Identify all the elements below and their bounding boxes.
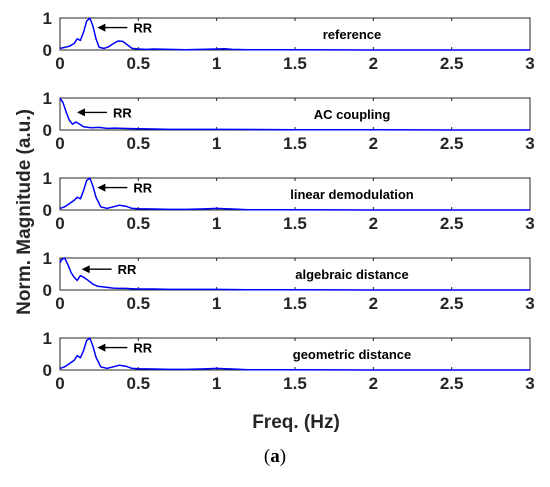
rr-annotation: RR	[76, 105, 132, 120]
x-tick-label: 3	[525, 374, 534, 393]
y-tick-label: 0	[43, 281, 52, 300]
x-tick-label: 1	[212, 54, 221, 73]
x-tick-label: 1.5	[283, 294, 307, 313]
x-tick-label: 1	[212, 294, 221, 313]
y-tick-label: 1	[43, 9, 52, 28]
arrow-head	[97, 183, 106, 192]
spectrum-line	[59, 97, 530, 131]
y-tick-label: 0	[43, 41, 52, 60]
x-tick-label: 2.5	[440, 214, 464, 233]
subplot-4: 0 0.5 1 1.5 2 2.5 3 0 1 algebraic distance RR	[43, 249, 535, 313]
x-tick-label: 2.5	[440, 374, 464, 393]
plot-frame	[59, 97, 531, 131]
x-tick-label: 0	[55, 134, 64, 153]
x-tick-label: 2	[369, 374, 378, 393]
x-tick-label: 0.5	[127, 134, 151, 153]
x-tick-label: 2	[369, 54, 378, 73]
x-tick-label: 1.5	[283, 374, 307, 393]
arrow-head	[97, 343, 106, 352]
subplot-5: 0 0.5 1 1.5 2 2.5 3 0 1 geometric distance RR	[43, 329, 535, 393]
caption-open: (	[263, 446, 271, 467]
subplot-title: reference	[323, 27, 382, 42]
spectrum-line	[59, 17, 530, 51]
x-tick-label: 1.5	[283, 54, 307, 73]
plot-frame	[59, 257, 531, 291]
x-tick-label: 3	[525, 214, 534, 233]
y-tick-label: 0	[43, 201, 52, 220]
x-axis-label: Freq. (Hz)	[252, 412, 340, 433]
arrow-head	[81, 265, 90, 274]
x-tick-label: 1	[212, 374, 221, 393]
x-tick-label: 1.5	[283, 214, 307, 233]
rr-annotation: RR	[81, 262, 137, 277]
x-tick-label: 2	[369, 294, 378, 313]
x-tick-label: 0	[55, 374, 64, 393]
subplot-3: 0 0.5 1 1.5 2 2.5 3 0 1 linear demodulation RR	[43, 169, 535, 233]
arrow-head	[97, 23, 106, 32]
subplot-2: 0 0.5 1 1.5 2 2.5 3 0 1 AC coupling RR	[43, 89, 535, 153]
x-tick-label: 0.5	[127, 374, 151, 393]
x-tick-label: 2	[369, 214, 378, 233]
y-tick-label: 1	[43, 169, 52, 188]
x-tick-label: 2	[369, 134, 378, 153]
x-tick-label: 2.5	[440, 294, 464, 313]
caption-letter: a	[270, 446, 280, 467]
subplot-1: 0 0.5 1 1.5 2 2.5 3 0 1 reference RR	[43, 9, 535, 73]
rr-annotation: RR	[97, 341, 153, 356]
plot-frame	[59, 17, 531, 51]
y-axis-label: Norm. Magnitude (a.u.)	[14, 109, 35, 315]
plot-frame	[59, 177, 531, 211]
x-tick-label: 0	[55, 294, 64, 313]
y-tick-label: 1	[43, 329, 52, 348]
spectrum-line	[59, 257, 530, 291]
rr-label: RR	[133, 21, 152, 36]
x-tick-label: 0	[55, 54, 64, 73]
rr-label: RR	[133, 341, 152, 356]
arrow-head	[76, 108, 85, 117]
x-tick-label: 3	[525, 54, 534, 73]
x-tick-label: 1	[212, 214, 221, 233]
rr-label: RR	[133, 181, 152, 196]
x-tick-label: 3	[525, 134, 534, 153]
y-tick-label: 1	[43, 89, 52, 108]
subplot-title: linear demodulation	[290, 187, 414, 202]
spectrum-line	[59, 337, 530, 371]
subplot-title: AC coupling	[314, 107, 391, 122]
caption-close: )	[279, 446, 287, 467]
x-tick-label: 0.5	[127, 294, 151, 313]
y-tick-label: 1	[43, 249, 52, 268]
rr-annotation: RR	[97, 21, 153, 36]
x-tick-label: 1.5	[283, 134, 307, 153]
x-tick-label: 2.5	[440, 134, 464, 153]
x-tick-label: 0	[55, 214, 64, 233]
spectrum-line	[59, 177, 530, 211]
y-tick-label: 0	[43, 121, 52, 140]
y-tick-label: 0	[43, 361, 52, 380]
subplot-title: algebraic distance	[295, 267, 408, 282]
x-tick-label: 2.5	[440, 54, 464, 73]
plot-frame	[59, 337, 531, 371]
x-tick-label: 3	[525, 294, 534, 313]
rr-label: RR	[118, 262, 137, 277]
x-tick-label: 0.5	[127, 214, 151, 233]
x-tick-label: 1	[212, 134, 221, 153]
subplot-title: geometric distance	[293, 347, 412, 362]
figure-canvas: Norm. Magnitude (a.u.) Freq. (Hz) 0 0.5 1 1…	[14, 9, 535, 433]
figure-caption: (a)	[0, 446, 550, 468]
x-tick-label: 0.5	[127, 54, 151, 73]
rr-annotation: RR	[97, 181, 153, 196]
rr-label: RR	[113, 105, 132, 120]
